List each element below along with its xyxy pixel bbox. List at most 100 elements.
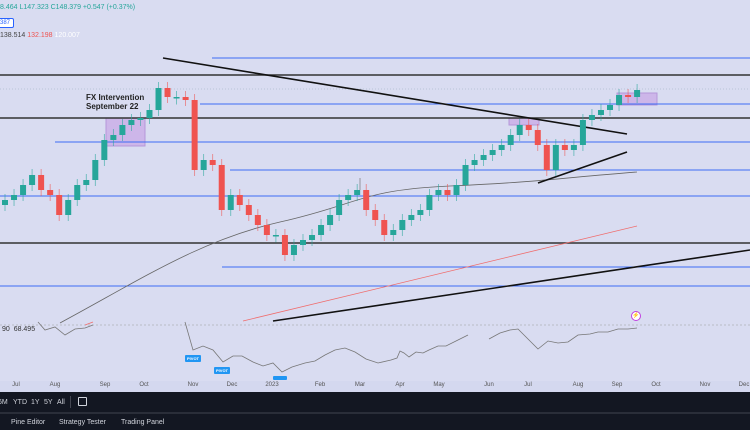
candle-bearish [381,220,388,235]
rsi-value: 68.495 [13,326,36,333]
calendar-icon[interactable] [78,397,87,406]
candle-bullish [616,95,623,105]
x-tick: Apr [395,382,405,388]
candle-bullish [83,180,90,185]
candle-bullish [390,230,397,235]
x-tick: Oct [139,382,149,388]
pivot-marker[interactable]: PIVOT [185,355,202,362]
rsi-label: 90 [2,326,10,333]
range-all-button[interactable]: All [57,399,65,406]
candle-bullish [507,135,514,145]
ma-legend: 138.514 132.198 120.007 [0,32,80,39]
candle-bullish [146,110,153,118]
candle-bearish [444,190,451,195]
candle-bullish [119,125,126,135]
moving-average-line [242,225,638,322]
annotation-line-1: FX Intervention [86,93,145,102]
candle-bullish [453,185,460,195]
pivot-marker[interactable]: PIVOT [214,367,231,374]
tab-trading-panel[interactable]: Trading Panel [121,419,165,426]
candle-bearish [263,225,270,235]
candle-bullish [607,105,614,110]
candle-bearish [191,100,198,170]
candle-bullish [318,225,325,235]
candle-bullish [11,195,18,200]
candle-bearish [561,145,568,150]
x-tick: Aug [572,382,584,388]
x-tick: Jul [524,382,532,388]
price-chart[interactable] [0,0,750,392]
candle-bearish [372,210,379,220]
x-tick: Nov [187,382,199,388]
candle-bearish [543,145,550,170]
candle-bearish [281,235,288,255]
x-tick: Aug [49,382,61,388]
x-tick: Dec [226,382,238,388]
bottom-panel-tabs: Pine Editor Strategy Tester Trading Pane… [0,414,750,430]
candle-bullish [74,185,81,200]
candle-bullish [200,160,207,170]
rsi-line [37,321,638,373]
candle-bullish [480,155,487,160]
candle-bearish [525,125,532,130]
candle-bearish [182,97,189,100]
interval-badge[interactable]: 387 [0,18,15,28]
fx-intervention-annotation[interactable]: FX Intervention September 22 [86,93,144,111]
candle-bullish [489,150,496,155]
range-5y-button[interactable]: 5Y [44,399,53,406]
range-ytd-button[interactable]: YTD [13,399,27,406]
flash-alert-icon[interactable]: ⚡ [631,311,641,321]
candle-bullish [552,145,559,170]
trendline [272,249,750,322]
candle-bearish [245,205,252,215]
tab-strategy-tester[interactable]: Strategy Tester [59,419,106,426]
candle-bullish [155,88,162,110]
x-tick: Sep [611,382,623,388]
time-axis[interactable]: Jul Aug Sep Oct Nov Dec 2023 Feb Mar Apr… [0,382,750,392]
x-tick: 2023 [265,382,279,388]
ohlc-legend: 8.464 L147.323 C148.379 +0.547 (+0.37%) [0,4,136,11]
ma-value-1: 138.514 [0,32,26,39]
range-1y-button[interactable]: 1Y [31,399,40,406]
range-toolbar: 6M YTD 1Y 5Y All [0,392,750,414]
candle-bullish [227,195,234,210]
x-tick: Oct [651,382,661,388]
candle-bullish [29,175,36,185]
candle-bearish [56,195,63,215]
tab-pine-editor[interactable]: Pine Editor [11,419,46,426]
candle-bullish [2,200,8,205]
annotation-line-2: September 22 [86,102,139,111]
candle-bearish [254,215,261,225]
candle-bullish [634,90,641,97]
candle-bearish [625,95,632,97]
candle-bullish [327,215,334,225]
ma-value-2: 132.198 [27,32,53,39]
candle-bullish [173,97,180,99]
trendline [537,151,628,184]
candle-bullish [101,140,108,160]
candle-bullish [570,145,577,150]
x-tick: Feb [314,382,326,388]
candle-bullish [498,145,505,150]
x-tick: Sep [99,382,111,388]
candle-bullish [417,210,424,215]
rsi-line-overbought-segment [84,321,94,326]
candle-bullish [65,200,72,215]
candle-bullish [354,190,361,195]
trendline [162,57,628,135]
candle-bearish [236,195,243,205]
candle-bullish [462,165,469,185]
pivot-marker[interactable] [273,376,287,380]
x-tick: Nov [699,382,711,388]
candle-bearish [164,88,171,97]
candle-bullish [597,110,604,115]
x-tick: Mar [354,382,366,388]
candle-bullish [272,235,279,237]
time-axis-background [0,381,750,392]
candle-bullish [110,135,117,140]
rsi-legend: 90 68.495 [2,326,35,333]
candle-bullish [426,195,433,210]
candle-bullish [299,240,306,245]
range-6m-button[interactable]: 6M [0,399,8,406]
x-tick: Dec [738,382,750,388]
